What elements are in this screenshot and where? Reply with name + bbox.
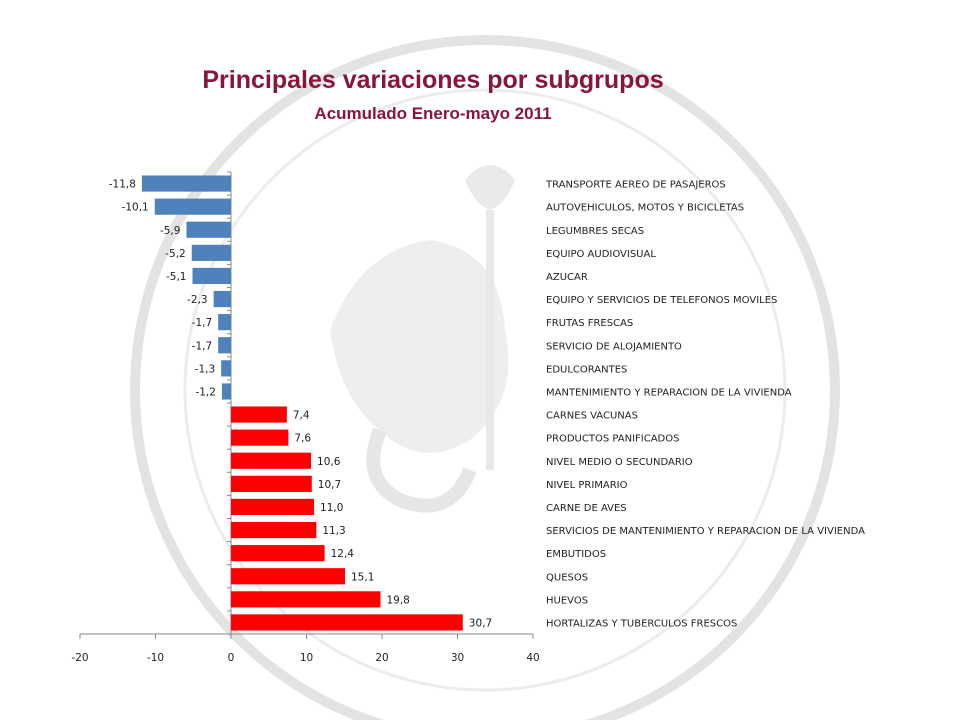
- bar: [231, 452, 312, 469]
- bar: [231, 614, 463, 631]
- bars-group: [141, 175, 463, 631]
- category-label: CARNES VACUNAS: [546, 411, 638, 422]
- category-label: QUESOS: [546, 572, 588, 583]
- bar: [186, 221, 231, 238]
- data-label: 12,4: [331, 548, 355, 560]
- category-label: CARNE DE AVES: [546, 503, 627, 514]
- bar: [218, 337, 231, 354]
- bar: [231, 568, 346, 585]
- data-label: 19,8: [386, 594, 409, 606]
- chart-title: Principales variaciones por subgrupos: [202, 66, 664, 94]
- data-label: -1,2: [195, 386, 216, 398]
- category-label: EQUIPO AUDIOVISUAL: [546, 249, 656, 260]
- category-label: SERVICIO DE ALOJAMIENTO: [546, 341, 682, 352]
- category-label: AUTOVEHICULOS, MOTOS Y BICICLETAS: [546, 203, 744, 214]
- data-label: 10,7: [318, 479, 341, 491]
- data-label: -10,1: [122, 202, 149, 214]
- category-label: LEGUMBRES SECAS: [546, 226, 644, 237]
- data-label: -5,1: [166, 271, 187, 283]
- data-label: 30,7: [469, 617, 492, 629]
- data-label: -5,2: [165, 248, 186, 260]
- data-label: -1,7: [192, 340, 213, 352]
- bar: [231, 406, 287, 423]
- x-tick-label: -10: [147, 652, 164, 664]
- category-label: EQUIPO Y SERVICIOS DE TELEFONOS MOVILES: [546, 295, 777, 306]
- data-label: 11,0: [320, 502, 343, 514]
- x-tick-label: 20: [375, 652, 388, 664]
- bar: [231, 498, 315, 516]
- category-label: MANTENIMIENTO Y REPARACION DE LA VIVIEND…: [546, 387, 792, 398]
- category-label: FRUTAS FRESCAS: [546, 318, 633, 329]
- data-label: -1,3: [195, 363, 216, 375]
- bar: [221, 360, 231, 377]
- category-label: TRANSPORTE AEREO DE PASAJEROS: [545, 180, 726, 191]
- bar: [154, 198, 231, 215]
- bar: [231, 545, 325, 562]
- x-tick-label: 10: [300, 652, 313, 664]
- labels-group: -11,8 TRANSPORTE AEREO DE PASAJEROS -10,1 A…: [109, 179, 865, 630]
- bar: [218, 314, 231, 331]
- bar: [231, 521, 317, 539]
- x-tick-label: 30: [451, 652, 464, 664]
- bar: [191, 244, 231, 261]
- data-label: -2,3: [187, 294, 208, 306]
- bar: [141, 175, 231, 192]
- x-tick-label: -20: [71, 652, 88, 664]
- bar: [213, 290, 231, 308]
- data-label: 11,3: [322, 525, 345, 537]
- data-label: -1,7: [192, 317, 213, 329]
- data-label: 7,6: [294, 433, 311, 445]
- chart-subtitle: Acumulado Enero-mayo 2011: [314, 104, 552, 123]
- bar: [192, 267, 231, 285]
- category-label: SERVICIOS DE MANTENIMIENTO Y REPARACION …: [546, 526, 865, 537]
- category-label: HUEVOS: [546, 595, 588, 606]
- category-label: PRODUCTOS PANIFICADOS: [546, 434, 679, 445]
- bar: [231, 429, 289, 446]
- category-label: NIVEL PRIMARIO: [546, 480, 628, 491]
- data-label: 15,1: [351, 571, 374, 583]
- bar: [231, 591, 381, 608]
- data-label: -5,9: [160, 225, 181, 237]
- bar: [221, 383, 231, 400]
- category-label: AZUCAR: [546, 272, 588, 283]
- data-label: -11,8: [109, 179, 136, 191]
- x-tick-label: 0: [228, 652, 235, 664]
- x-tick-label: 40: [526, 652, 539, 664]
- data-label: 7,4: [293, 410, 310, 422]
- category-label: EMBUTIDOS: [546, 549, 606, 560]
- bar: [231, 475, 312, 492]
- data-label: 10,6: [317, 456, 341, 468]
- category-label: HORTALIZAS Y TUBERCULOS FRESCOS: [546, 618, 737, 629]
- category-label: EDULCORANTES: [546, 364, 627, 375]
- category-label: NIVEL MEDIO O SECUNDARIO: [546, 457, 693, 468]
